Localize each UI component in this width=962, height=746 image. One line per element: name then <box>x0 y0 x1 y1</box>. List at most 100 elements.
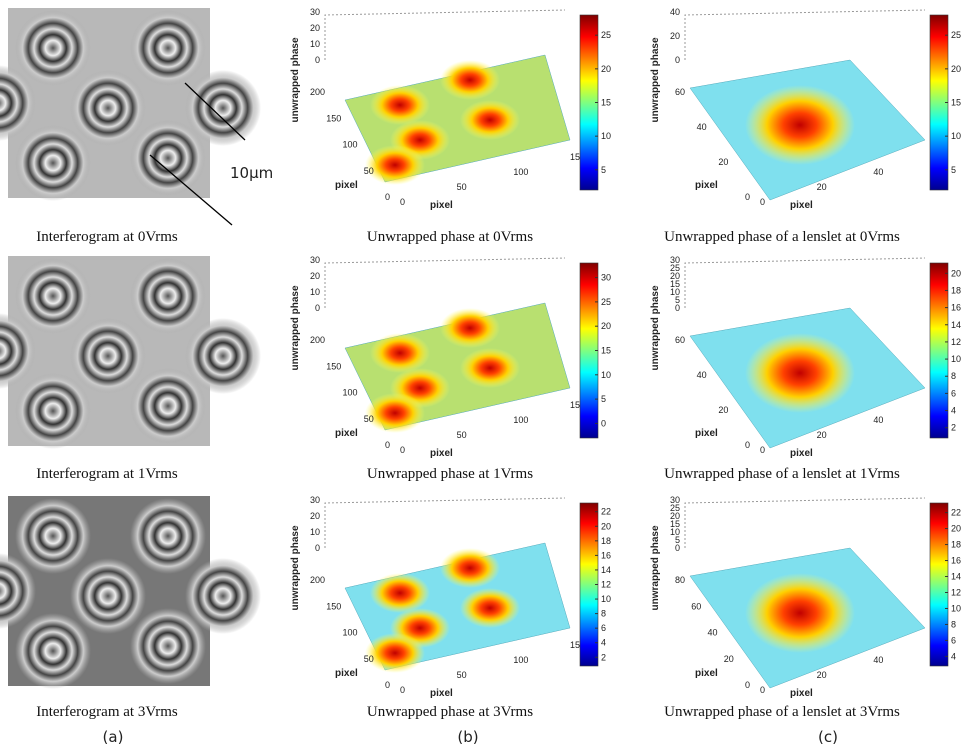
colorbar-tick-label: 20 <box>951 268 961 278</box>
colorbar-tick-label: 5 <box>601 394 606 404</box>
colorbar-tick-label: 25 <box>601 30 611 40</box>
caption: Unwrapped phase at 3Vrms <box>367 704 533 720</box>
figure: Unwrapped phase of a lenslet at 3Vrmsunw… <box>0 0 962 746</box>
colorbar-tick-label: 4 <box>951 406 956 416</box>
y-tick-label: 20 <box>718 405 728 415</box>
z-tick-label: 10 <box>310 527 320 537</box>
caption: Unwrapped phase of a lenslet at 1Vrms <box>664 466 900 482</box>
phase-peak <box>745 333 855 413</box>
z-tick-label: 10 <box>310 287 320 297</box>
x-tick-label: 0 <box>760 685 765 695</box>
colorbar-tick-label: 6 <box>951 388 956 398</box>
z-tick-label: 20 <box>310 23 320 33</box>
y-tick-label: 0 <box>385 192 390 202</box>
axis-label: unwrapped phase <box>290 285 301 370</box>
x-tick-label: 20 <box>817 430 827 440</box>
y-tick-label: 40 <box>697 122 707 132</box>
y-tick-label: 0 <box>745 680 750 690</box>
fringe-ring <box>15 125 91 201</box>
column-label: (b) <box>457 728 478 746</box>
phase-peak <box>365 633 425 673</box>
fringe-ring <box>15 10 91 86</box>
y-tick-label: 100 <box>342 628 357 638</box>
surface-plot: unwrapped phase0102030200150100500pixel0… <box>290 495 611 699</box>
colorbar-tick-label: 14 <box>601 565 611 575</box>
phase-peak <box>745 85 855 165</box>
axis-box <box>325 498 565 548</box>
phase-peak <box>440 308 500 348</box>
x-tick-label: 50 <box>457 430 467 440</box>
phase-peak <box>365 145 425 185</box>
y-tick-label: 100 <box>342 388 357 398</box>
x-tick-label: 0 <box>400 685 405 695</box>
surface-plot: unwrapped phase0102030200150100500pixel0… <box>290 255 611 459</box>
fringe-ring <box>130 258 206 334</box>
z-tick-label: 30 <box>670 255 680 265</box>
y-tick-label: 50 <box>364 414 374 424</box>
axis-label: unwrapped phase <box>650 37 661 122</box>
column-label: (c) <box>818 728 838 746</box>
colorbar-tick-label: 10 <box>951 131 961 141</box>
axis-box <box>685 498 925 548</box>
y-tick-label: 150 <box>326 601 341 611</box>
caption: Unwrapped phase at 1Vrms <box>367 466 533 482</box>
colorbar-tick-label: 8 <box>601 609 606 619</box>
phase-peak <box>370 85 430 125</box>
colorbar-tick-label: 22 <box>601 507 611 517</box>
caption: Unwrapped phase at 0Vrms <box>367 229 533 245</box>
y-tick-label: 0 <box>385 680 390 690</box>
z-tick-label: 30 <box>670 495 680 505</box>
axis-label: unwrapped phase <box>290 37 301 122</box>
axis-label: pixel <box>335 180 358 191</box>
caption: Unwrapped phase of a lenslet at 0Vrms <box>664 229 900 245</box>
interferogram <box>0 496 261 689</box>
fringe-ring <box>15 498 91 574</box>
phase-peak <box>440 548 500 588</box>
axis-label: pixel <box>695 180 718 191</box>
colorbar-tick-label: 18 <box>951 285 961 295</box>
colorbar-tick-label: 15 <box>601 346 611 356</box>
x-tick-label: 0 <box>760 445 765 455</box>
z-tick-label: 10 <box>310 39 320 49</box>
x-tick-label: 20 <box>817 670 827 680</box>
colorbar-tick-label: 4 <box>951 651 956 661</box>
axis-box <box>325 258 565 308</box>
colorbar-tick-label: 10 <box>601 594 611 604</box>
colorbar-tick-label: 20 <box>601 321 611 331</box>
x-tick-label: 40 <box>873 167 883 177</box>
y-tick-label: 80 <box>675 575 685 585</box>
colorbar-tick-label: 0 <box>601 418 606 428</box>
axis-box <box>325 10 565 60</box>
colorbar-tick-label: 6 <box>601 623 606 633</box>
caption: Interferogram at 0Vrms <box>36 229 178 245</box>
z-tick-label: 0 <box>675 55 680 65</box>
interferogram <box>0 256 261 449</box>
caption: Interferogram at 3Vrms <box>36 704 178 720</box>
x-tick-label: 0 <box>760 197 765 207</box>
axis-label: pixel <box>430 688 453 699</box>
x-tick-label: 100 <box>513 655 528 665</box>
phase-peak <box>745 573 855 653</box>
fringe-ring <box>15 373 91 449</box>
colorbar-tick-label: 10 <box>951 603 961 613</box>
colorbar-tick-label: 22 <box>951 508 961 518</box>
colorbar-tick-label: 12 <box>951 587 961 597</box>
axis-label: unwrapped phase <box>650 525 661 610</box>
phase-peak <box>460 588 520 628</box>
colorbar-tick-label: 4 <box>601 638 606 648</box>
y-tick-label: 0 <box>745 440 750 450</box>
y-tick-label: 50 <box>364 166 374 176</box>
axis-label: pixel <box>430 200 453 211</box>
axis-label: pixel <box>430 448 453 459</box>
fringe-ring <box>15 613 91 689</box>
axis-label: pixel <box>335 668 358 679</box>
axis-label: unwrapped phase <box>650 285 661 370</box>
colorbar-tick-label: 2 <box>951 423 956 433</box>
y-tick-label: 20 <box>724 654 734 664</box>
fringe-ring <box>15 258 91 334</box>
phase-peak <box>365 393 425 433</box>
z-tick-label: 20 <box>310 511 320 521</box>
phase-peak <box>440 60 500 100</box>
